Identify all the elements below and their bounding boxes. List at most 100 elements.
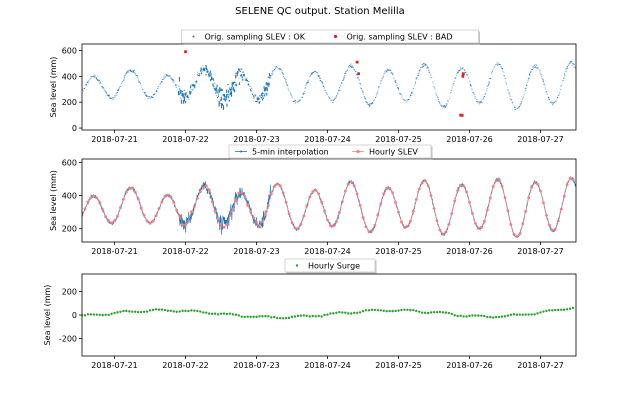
surge-point	[113, 311, 116, 315]
surge-point	[341, 311, 344, 314]
surge-point	[142, 310, 146, 313]
x-tick-label: 2018-07-26	[446, 135, 493, 144]
surge-point	[521, 313, 524, 316]
bad-point	[184, 50, 187, 54]
x-tick-label: 2018-07-26	[446, 247, 493, 256]
legend-entry: Orig. sampling SLEV : OK	[205, 33, 306, 42]
surge-point	[166, 309, 169, 312]
y-tick-label: 600	[62, 46, 77, 55]
panel-interpolation: 200 400 600 2018-07-21 2018-07-22 2018-07-23 2…	[49, 144, 577, 256]
surge-point	[483, 314, 486, 318]
figure-title: SELENE QC output. Station Melilla	[235, 6, 405, 17]
surge-point	[237, 314, 240, 317]
legend-box	[228, 144, 432, 159]
x-tick-label: 2018-07-25	[375, 247, 422, 256]
surge-point	[249, 315, 252, 319]
surge-point	[562, 308, 566, 311]
legend-entry: Orig. sampling SLEV : BAD	[347, 33, 453, 42]
surge-point	[92, 313, 96, 316]
y-tick-label: 0	[72, 311, 77, 320]
surge-point	[438, 310, 442, 314]
legend-box	[181, 29, 479, 44]
surge-point	[391, 309, 394, 313]
surge-point	[420, 311, 424, 314]
legend-box	[284, 258, 376, 273]
surge-point	[503, 315, 507, 318]
x-tick-label: 2018-07-27	[517, 135, 564, 144]
surge-point	[276, 316, 279, 320]
surge-point	[287, 316, 291, 320]
surge-point	[163, 308, 167, 312]
surge-point	[184, 309, 187, 313]
surge-point	[213, 312, 217, 315]
legend-marker-dot	[356, 149, 360, 154]
surge-point	[154, 308, 158, 311]
legend-entry: 5-min interpolation	[252, 148, 329, 157]
x-tick-label: 2018-07-21	[91, 135, 138, 144]
surge-point	[207, 312, 211, 315]
surge-point	[560, 308, 563, 311]
bad-point	[461, 72, 465, 76]
surge-point	[202, 311, 205, 314]
legend-entry: Hourly SLEV	[369, 148, 418, 157]
bad-point	[460, 113, 464, 117]
surge-point	[352, 311, 356, 315]
surge-point	[261, 315, 264, 318]
surge-point	[397, 309, 400, 312]
surge-point	[524, 313, 527, 316]
surge-point	[444, 311, 448, 314]
surge-point	[406, 308, 409, 311]
surge-point	[403, 308, 406, 311]
surge-point	[527, 313, 530, 316]
plot-frame	[81, 158, 577, 243]
surge-point	[228, 312, 232, 315]
surge-point	[290, 315, 294, 319]
panel-hourly-surge: -200 0 200 2018-07-21 2018-07-22 2018-07-23 20…	[43, 258, 577, 370]
surge-point	[222, 312, 226, 315]
bad-point	[357, 72, 360, 76]
surge-point	[234, 313, 238, 316]
bad-point	[461, 74, 465, 78]
surge-point	[210, 312, 214, 316]
surge-point	[494, 315, 498, 319]
surge-point	[308, 315, 311, 318]
surge-point	[131, 310, 134, 313]
panel-orig-sampling: 0 200 400 600 2018-07-21 2018-07-22 2018-07-23…	[49, 29, 577, 144]
surge-point	[270, 316, 273, 319]
surge-point	[459, 314, 462, 318]
surge-point	[542, 310, 545, 313]
surge-point	[160, 308, 164, 311]
surge-point	[373, 308, 377, 312]
surge-point	[530, 313, 533, 316]
bad-point	[459, 113, 463, 117]
y-tick-label: 200	[62, 288, 77, 297]
x-tick-label: 2018-07-23	[233, 247, 280, 256]
plot-frame	[81, 43, 577, 131]
surge-point	[557, 308, 560, 312]
surge-point	[125, 309, 128, 313]
surge-point	[426, 311, 430, 315]
surge-point	[267, 315, 270, 318]
surge-point	[216, 313, 220, 316]
surge-point	[489, 315, 492, 319]
surge-point	[169, 309, 172, 313]
y-tick-label: 0	[72, 124, 77, 133]
y-tick-label: 400	[62, 192, 77, 201]
surge-point	[571, 306, 575, 310]
surge-point	[320, 315, 323, 318]
x-tick-label: 2018-07-23	[233, 361, 280, 370]
surge-point	[243, 315, 246, 319]
x-tick-label: 2018-07-22	[162, 135, 209, 144]
surge-point	[284, 317, 288, 320]
surge-point	[412, 308, 415, 312]
surge-point	[151, 308, 155, 312]
bad-point	[355, 60, 359, 64]
legend-marker-bad	[333, 34, 338, 39]
legend-marker-ok	[192, 35, 195, 38]
surge-point	[453, 314, 456, 317]
surge-point	[258, 315, 261, 318]
surge-point	[465, 315, 468, 318]
surge-point	[335, 311, 338, 315]
surge-point	[110, 312, 113, 315]
